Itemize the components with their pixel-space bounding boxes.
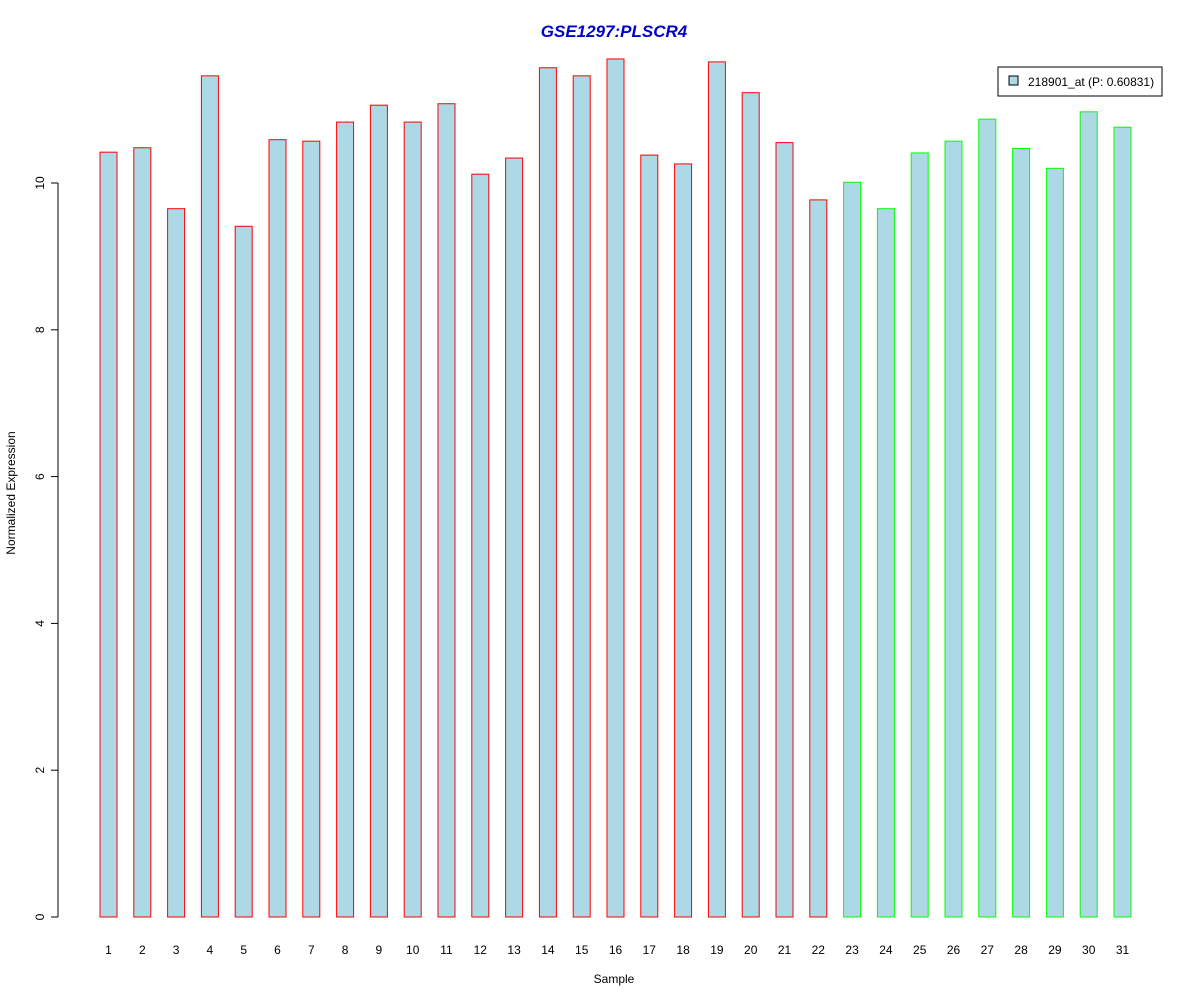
x-tick-label: 7 <box>308 943 315 957</box>
y-tick-label: 4 <box>33 620 47 627</box>
x-tick-label: 16 <box>609 943 623 957</box>
x-tick-label: 3 <box>173 943 180 957</box>
y-tick-label: 2 <box>33 767 47 774</box>
x-tick-label: 25 <box>913 943 927 957</box>
x-tick-label: 23 <box>845 943 859 957</box>
x-tick-label: 8 <box>342 943 349 957</box>
bar-sample-18 <box>674 163 693 918</box>
x-tick-label: 15 <box>575 943 589 957</box>
bar-sample-24 <box>876 208 895 918</box>
x-tick-label: 10 <box>406 943 420 957</box>
bar-sample-19 <box>707 61 726 918</box>
bar-sample-25 <box>910 152 929 918</box>
bar-sample-12 <box>471 173 490 918</box>
bar-sample-20 <box>741 92 760 918</box>
bar-sample-26 <box>944 140 963 918</box>
bar-sample-2 <box>133 147 152 918</box>
bar-sample-22 <box>809 199 828 918</box>
x-tick-label: 31 <box>1116 943 1130 957</box>
x-tick-label: 29 <box>1048 943 1062 957</box>
x-tick-label: 27 <box>981 943 995 957</box>
bar-sample-3 <box>167 208 186 918</box>
x-tick-label: 28 <box>1014 943 1028 957</box>
x-tick-label: 22 <box>812 943 826 957</box>
x-tick-label: 21 <box>778 943 792 957</box>
y-axis: 0 2 4 6 8 10 <box>33 176 59 920</box>
bar-sample-6 <box>268 139 287 918</box>
x-tick-label: 17 <box>643 943 657 957</box>
bar-sample-28 <box>1012 148 1031 918</box>
x-tick-label: 2 <box>139 943 146 957</box>
bar-sample-30 <box>1079 111 1098 918</box>
x-tick-label: 13 <box>507 943 521 957</box>
bar-sample-27 <box>978 118 997 918</box>
x-tick-label: 6 <box>274 943 281 957</box>
chart-title: GSE1297:PLSCR4 <box>541 22 688 41</box>
x-axis-label: Sample <box>594 972 635 986</box>
bar-sample-21 <box>775 142 794 918</box>
bar-sample-17 <box>640 154 659 918</box>
x-tick-label: 4 <box>207 943 214 957</box>
bar-sample-31 <box>1113 126 1132 918</box>
bar-sample-4 <box>200 75 219 918</box>
x-tick-label: 9 <box>376 943 383 957</box>
bar-sample-13 <box>505 157 524 918</box>
y-tick-label: 10 <box>33 176 47 190</box>
legend: 218901_at (P: 0.60831) <box>997 66 1163 97</box>
x-tick-label: 30 <box>1082 943 1096 957</box>
y-axis-label: Normalized Expression <box>4 431 18 554</box>
y-tick-label: 6 <box>33 473 47 480</box>
bar-sample-1 <box>99 151 118 918</box>
bar-sample-10 <box>403 121 422 918</box>
bar-sample-29 <box>1045 167 1064 918</box>
x-tick-label: 19 <box>710 943 724 957</box>
bar-sample-15 <box>572 75 591 918</box>
x-tick-label: 20 <box>744 943 758 957</box>
x-tick-label: 14 <box>541 943 555 957</box>
legend-label: 218901_at (P: 0.60831) <box>1028 75 1154 89</box>
bar-sample-16 <box>606 58 625 918</box>
legend-box <box>997 66 1163 97</box>
x-tick-labels: 1 2 3 4 5 6 7 8 9 10 11 12 13 14 15 16 17 18 19 20 21 22 23 24 2… <box>105 943 1129 957</box>
bar-sample-9 <box>369 104 388 918</box>
bar-sample-23 <box>843 181 862 918</box>
x-tick-label: 26 <box>947 943 961 957</box>
x-tick-label: 12 <box>474 943 488 957</box>
bar-sample-7 <box>302 140 321 918</box>
x-tick-label: 18 <box>676 943 690 957</box>
bar-sample-11 <box>437 103 456 918</box>
y-tick-label: 0 <box>33 913 47 920</box>
legend-swatch <box>1008 75 1019 86</box>
bar-sample-5 <box>234 225 253 918</box>
bar-sample-8 <box>336 121 355 918</box>
bar-sample-14 <box>538 67 557 918</box>
x-tick-label: 1 <box>105 943 112 957</box>
y-tick-label: 8 <box>33 326 47 333</box>
x-tick-label: 24 <box>879 943 893 957</box>
x-tick-label: 5 <box>240 943 247 957</box>
x-tick-label: 11 <box>440 943 453 957</box>
bars <box>99 58 1132 918</box>
